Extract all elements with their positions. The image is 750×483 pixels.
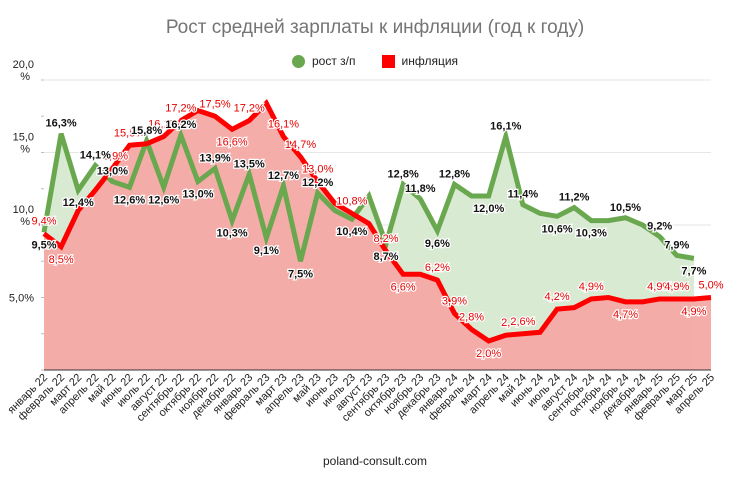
inflation-data-label: 4,9% bbox=[664, 281, 689, 293]
inflation-data-label: 8,5% bbox=[49, 254, 74, 266]
y-tick-label: 5,0% bbox=[9, 293, 34, 305]
inflation-data-label: 16,6% bbox=[217, 136, 248, 148]
wage-data-label: 12,8% bbox=[439, 168, 470, 180]
inflation-data-label: 2,8% bbox=[459, 311, 484, 323]
inflation-line bbox=[42, 98, 712, 344]
wage-data-label: 15,8% bbox=[131, 125, 162, 137]
inflation-data-label: 15,5% bbox=[114, 127, 145, 139]
inflation-data-label: 9,4% bbox=[31, 216, 56, 228]
wage-data-label: 13,0% bbox=[97, 166, 128, 178]
legend-item-wage[interactable]: рост з/п bbox=[291, 54, 356, 68]
wage-line bbox=[41, 126, 695, 262]
legend-label-inflation: инфляция bbox=[401, 54, 459, 68]
wage-data-label: 13,9% bbox=[199, 152, 230, 164]
inflation-data-label: 2,0% bbox=[476, 348, 501, 360]
wage-data-label: 9,2% bbox=[647, 221, 672, 233]
chart-legend: рост з/п инфляция bbox=[0, 54, 750, 68]
legend-swatch-wage bbox=[291, 54, 305, 68]
inflation-data-label: 10,8% bbox=[336, 195, 367, 207]
legend-item-inflation[interactable]: инфляция bbox=[381, 54, 459, 68]
wage-data-label: 8,7% bbox=[374, 251, 399, 263]
inflation-data-label: 2,6% bbox=[510, 316, 535, 328]
inflation-data-label: 8,2% bbox=[374, 233, 399, 245]
wage-data-label: 10,3% bbox=[217, 228, 248, 240]
inflation-data-label: 6,2% bbox=[425, 262, 450, 274]
wage-data-label: 11,2% bbox=[559, 192, 590, 204]
inflation-data-label: 13,0% bbox=[302, 164, 333, 176]
inflation-data-label: 4,9% bbox=[579, 281, 604, 293]
wage-data-label: 13,5% bbox=[234, 158, 265, 170]
wage-data-label: 7,7% bbox=[681, 265, 706, 277]
inflation-data-label: 2, bbox=[501, 317, 510, 329]
wage-data-label: 12,0% bbox=[473, 203, 504, 215]
wage-data-label: 7,9% bbox=[664, 239, 689, 251]
inflation-data-label: 16,1% bbox=[268, 119, 299, 131]
wage-data-label: 12,6% bbox=[114, 194, 145, 206]
y-tick-label: 20,0% bbox=[13, 59, 34, 83]
legend-label-wage: рост з/п bbox=[311, 54, 356, 68]
inflation-data-label: 5,0% bbox=[698, 280, 723, 292]
inflation-data-label: 17,2% bbox=[234, 103, 265, 115]
wage-data-label: 12,2% bbox=[302, 177, 333, 189]
inflation-data-label: 4,9% bbox=[647, 281, 672, 293]
wage-data-label: 10,4% bbox=[336, 226, 367, 238]
wage-data-label: 12,4% bbox=[63, 197, 94, 209]
wage-data-label: 11,4% bbox=[508, 189, 539, 201]
inflation-data-label: 6,6% bbox=[391, 281, 416, 293]
y-tick-label: 10,0% bbox=[13, 204, 34, 228]
inflation-data-label: 4,9% bbox=[681, 306, 706, 318]
wage-data-label: 16,1% bbox=[490, 121, 521, 133]
wage-data-label: 7,5% bbox=[288, 268, 313, 280]
wage-data-label: 12,8% bbox=[388, 168, 419, 180]
wage-data-label: 9,6% bbox=[425, 238, 450, 250]
wage-data-label: 10,3% bbox=[576, 228, 607, 240]
chart-title: Рост средней зарплаты к инфляции (год к … bbox=[165, 17, 585, 38]
wage-data-label: 10,5% bbox=[610, 202, 641, 214]
inflation-data-label: 14,7% bbox=[285, 139, 316, 151]
wage-data-label: 11,8% bbox=[405, 183, 436, 195]
wage-data-label: 16,3% bbox=[46, 118, 77, 130]
inflation-data-label: 4,2% bbox=[545, 291, 570, 303]
wage-data-label: 9,1% bbox=[254, 245, 279, 257]
inflation-data-label: 4,7% bbox=[613, 309, 638, 321]
y-tick-label: 15,0% bbox=[13, 132, 34, 156]
source-credit: poland-consult.com bbox=[322, 454, 428, 468]
wage-data-label: 16,2% bbox=[165, 119, 196, 131]
inflation-data-label: 13,9% bbox=[97, 150, 128, 162]
wage-data-label: 12,7% bbox=[268, 170, 299, 182]
inflation-data-label: 16,1% bbox=[148, 119, 179, 131]
wage-data-label: 12,6% bbox=[148, 194, 179, 206]
wage-data-label: 10,6% bbox=[541, 223, 572, 235]
legend-swatch-inflation bbox=[381, 54, 395, 68]
wage-data-label: 13,0% bbox=[182, 189, 213, 201]
inflation-data-label: 3,9% bbox=[442, 295, 467, 307]
wage-data-label: 9,5% bbox=[31, 239, 56, 251]
wage-data-label: 14,1% bbox=[80, 150, 111, 162]
inflation-data-label: 17,5% bbox=[199, 98, 230, 110]
inflation-data-label: 17,2% bbox=[165, 103, 196, 115]
